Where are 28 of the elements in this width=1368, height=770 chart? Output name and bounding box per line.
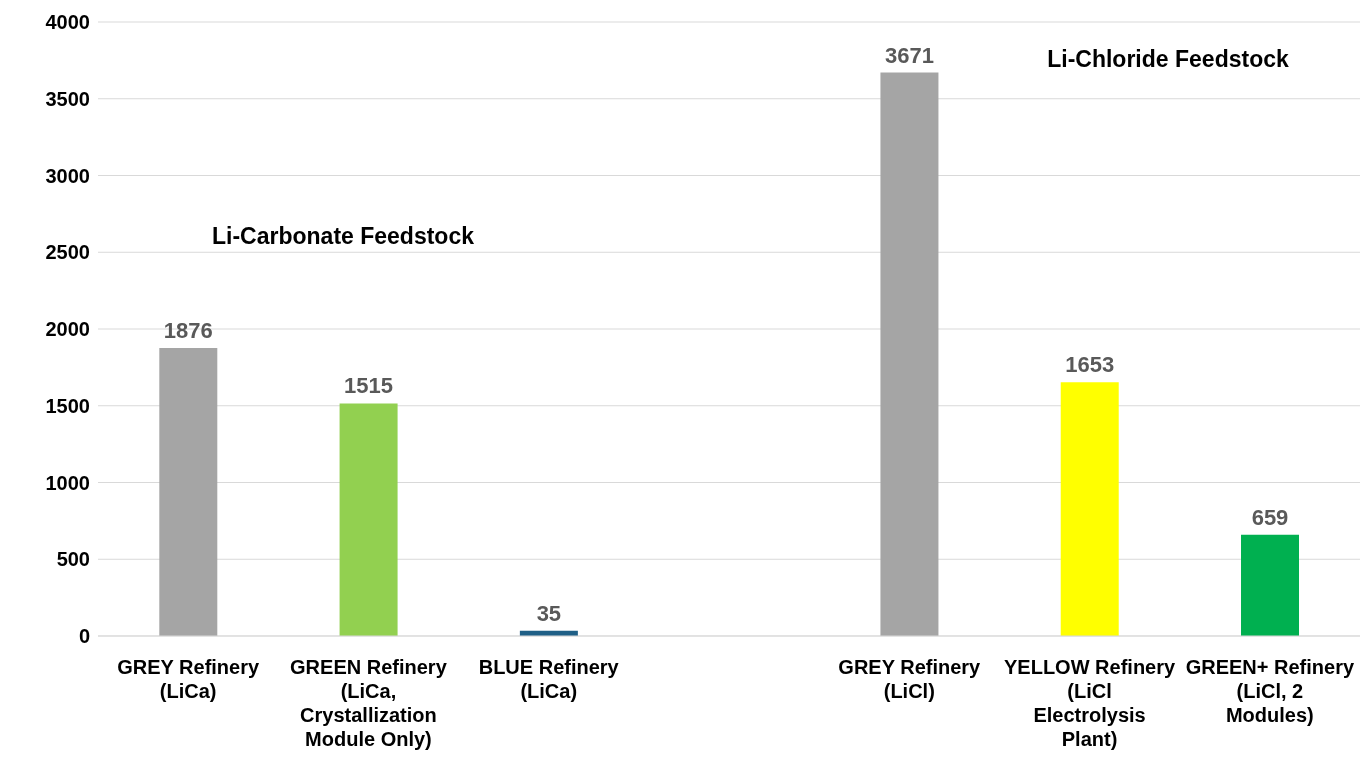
y-tick-label: 4000 — [45, 11, 90, 34]
bar — [339, 403, 398, 636]
y-tick-label: 1500 — [45, 394, 90, 417]
x-tick-label: GREEN+ Refinery (LiCl, 2 Modules) — [1185, 656, 1355, 726]
x-tick-label: YELLOW Refinery (LiCl Electrolysis Plant) — [1004, 656, 1177, 750]
bar — [880, 72, 939, 636]
data-label: 1653 — [1065, 352, 1115, 378]
y-tick-label: 2500 — [45, 241, 90, 264]
y-tick-label: 0 — [78, 625, 90, 648]
bar — [1241, 534, 1300, 636]
bar — [159, 348, 218, 636]
annotation: Li-Carbonate Feedstock — [212, 223, 474, 250]
data-label: 1515 — [344, 373, 394, 399]
x-tick-label: GREEN Refinery (LiCa, Crystallization Module Only) — [290, 656, 448, 750]
data-label: 35 — [536, 600, 562, 626]
x-tick-label: GREY Refinery (LiCl) — [838, 656, 982, 702]
y-tick-label: 500 — [56, 548, 90, 571]
y-tick-label: 2000 — [45, 318, 90, 341]
data-label: 3671 — [884, 42, 934, 68]
annotation: Li-Chloride Feedstock — [1047, 46, 1289, 73]
y-tick-label: 3000 — [45, 164, 90, 187]
x-tick-label: BLUE Refinery (LiCa) — [478, 656, 620, 702]
y-tick-label: 1000 — [45, 471, 90, 494]
y-tick-label: 3500 — [45, 87, 90, 110]
data-label: 1876 — [163, 318, 213, 344]
x-tick-label: GREY Refinery (LiCa) — [117, 656, 260, 702]
data-label: 659 — [1251, 504, 1289, 530]
bar — [1060, 382, 1119, 636]
